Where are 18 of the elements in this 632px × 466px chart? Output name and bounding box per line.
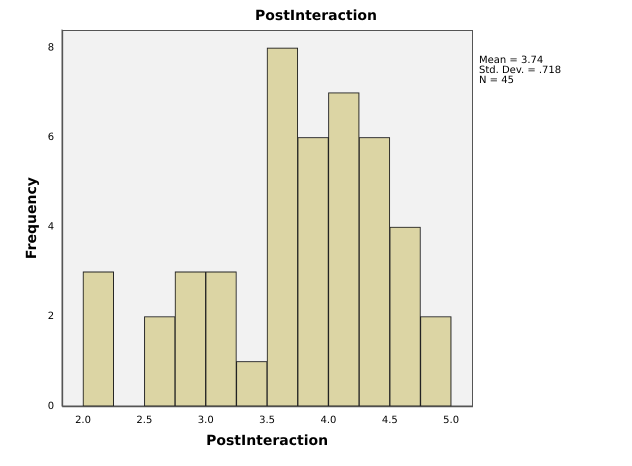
y-tick-label: 4 <box>48 222 54 233</box>
x-tick-label: 2.0 <box>75 414 91 426</box>
y-axis-title: Frequency <box>24 177 40 260</box>
y-tick-label: 6 <box>48 132 54 144</box>
y-tick-label: 8 <box>48 42 54 54</box>
x-tick-label: 5.0 <box>443 414 460 426</box>
x-tick-label: 4.5 <box>382 414 398 426</box>
text: Std. Dev. = .718 <box>479 65 562 76</box>
text: N = 45 <box>479 75 515 86</box>
x-tick-label: 3.0 <box>198 414 214 426</box>
x-axis-title: PostInteraction <box>206 433 328 450</box>
x-tick-label: 2.5 <box>136 414 152 426</box>
x-tick-label: 3.5 <box>259 414 276 426</box>
y-tick-label: 0 <box>48 400 54 412</box>
x-tick-label: 4.0 <box>320 414 336 426</box>
chart-title: PostInteraction <box>254 8 378 24</box>
text: Mean = 3.74 <box>479 55 544 66</box>
y-tick-label: 2 <box>48 311 54 322</box>
